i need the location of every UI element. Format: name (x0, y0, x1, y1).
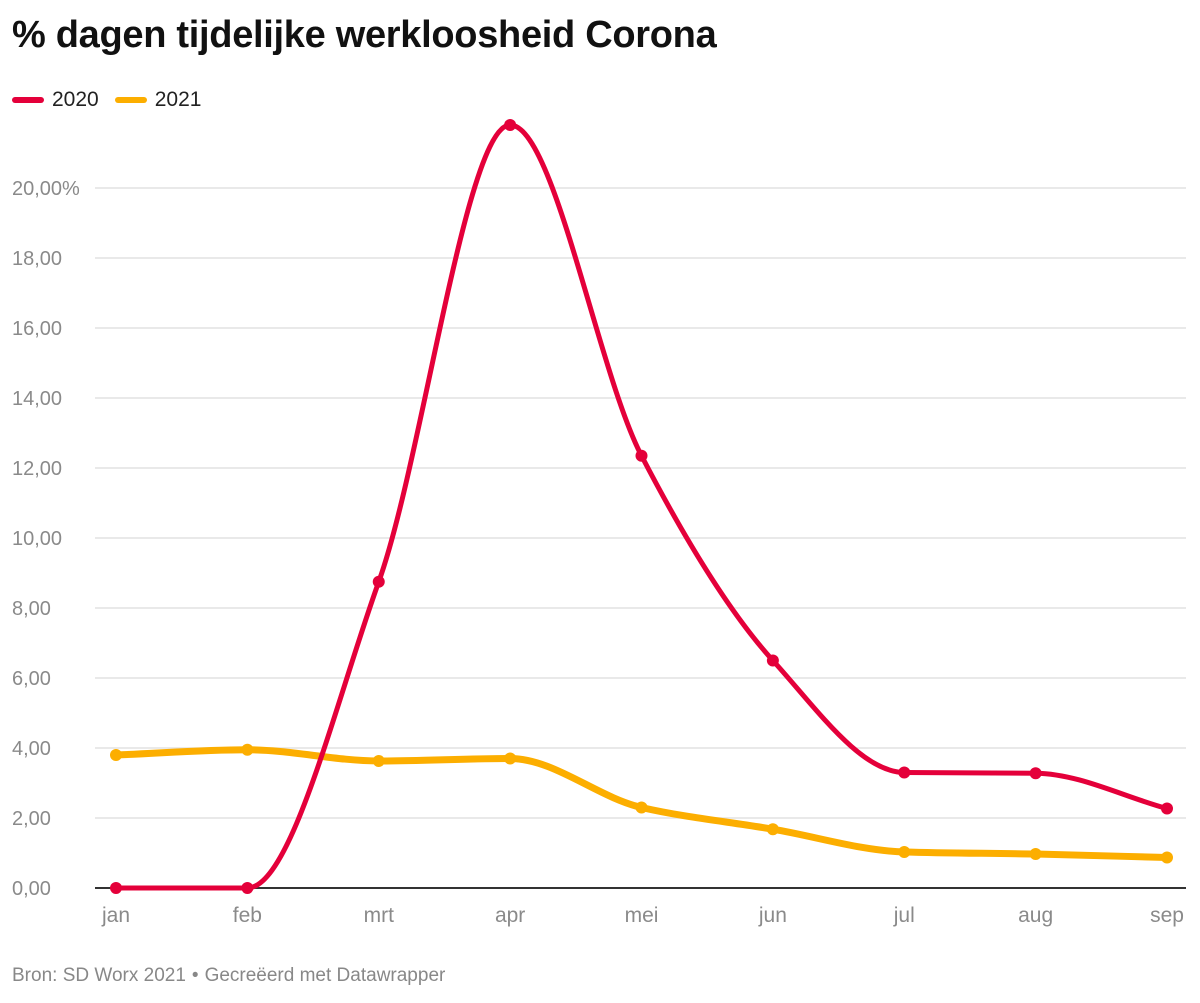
data-point-2021 (110, 749, 122, 761)
x-tick-label: aug (1018, 904, 1053, 927)
x-tick-label: mei (625, 904, 659, 927)
y-tick-label: 8,00 (12, 598, 51, 620)
data-point-2020 (635, 449, 648, 462)
data-point-2020 (766, 654, 779, 667)
legend-swatch-2021 (114, 97, 147, 103)
data-point-2021 (766, 823, 779, 836)
chart-footer: Bron: SD Worx 2021 • Gecreëerd met Datawra… (12, 965, 445, 987)
legend-label-2021: 2021 (154, 88, 202, 111)
y-tick-label: 0,00 (12, 878, 51, 900)
footer-separator: • (191, 965, 199, 986)
data-point-2020 (1029, 767, 1042, 780)
x-tick-label: jun (758, 904, 787, 927)
line-chart: 0,00 2,00 4,00 6,00 8,00 10,00 12,00 14,00 16,00… (12, 119, 1186, 927)
x-tick-label: jan (101, 904, 130, 927)
x-tick-label: mrt (364, 904, 394, 927)
y-tick-label: 6,00 (12, 668, 51, 690)
chart-legend: 2020 2021 (12, 86, 201, 114)
legend-swatch-2020 (12, 97, 44, 103)
y-tick-label: 14,00 (12, 388, 62, 410)
data-point-2021 (898, 845, 911, 858)
y-tick-label: 16,00 (12, 318, 62, 340)
legend-label-2020: 2020 (52, 88, 99, 111)
series-line-2020 (113, 122, 1170, 891)
data-point-2021 (1029, 848, 1042, 861)
source-note: Bron: SD Worx 2021 (12, 965, 186, 986)
data-point-2020 (504, 119, 517, 131)
y-tick-label: 20,00% (12, 178, 80, 200)
data-point-2021 (635, 801, 648, 814)
x-tick-label: feb (233, 904, 262, 927)
data-point-2020 (110, 882, 122, 894)
data-point-2021 (241, 743, 254, 756)
legend-item-2020: 2020 (12, 88, 99, 112)
y-tick-label: 18,00 (12, 248, 62, 270)
data-point-2020 (241, 882, 254, 894)
data-point-2020 (372, 575, 385, 588)
y-tick-label: 12,00 (12, 458, 62, 480)
x-tick-label: jul (893, 904, 915, 927)
credit-note: Gecreëerd met Datawrapper (204, 965, 446, 986)
data-point-2021 (504, 752, 517, 765)
x-tick-label: apr (495, 904, 525, 927)
chart-title: % dagen tijdelijke werkloosheid Corona (12, 14, 717, 56)
legend-item-2021: 2021 (114, 88, 202, 112)
data-point-2021 (1161, 851, 1173, 864)
data-point-2020 (1161, 802, 1173, 815)
x-tick-label: sep (1150, 904, 1184, 927)
y-tick-label: 4,00 (12, 738, 51, 760)
y-tick-label: 2,00 (12, 808, 51, 830)
y-tick-label: 10,00 (12, 528, 62, 550)
data-point-2021 (372, 754, 385, 767)
data-point-2020 (898, 766, 911, 779)
